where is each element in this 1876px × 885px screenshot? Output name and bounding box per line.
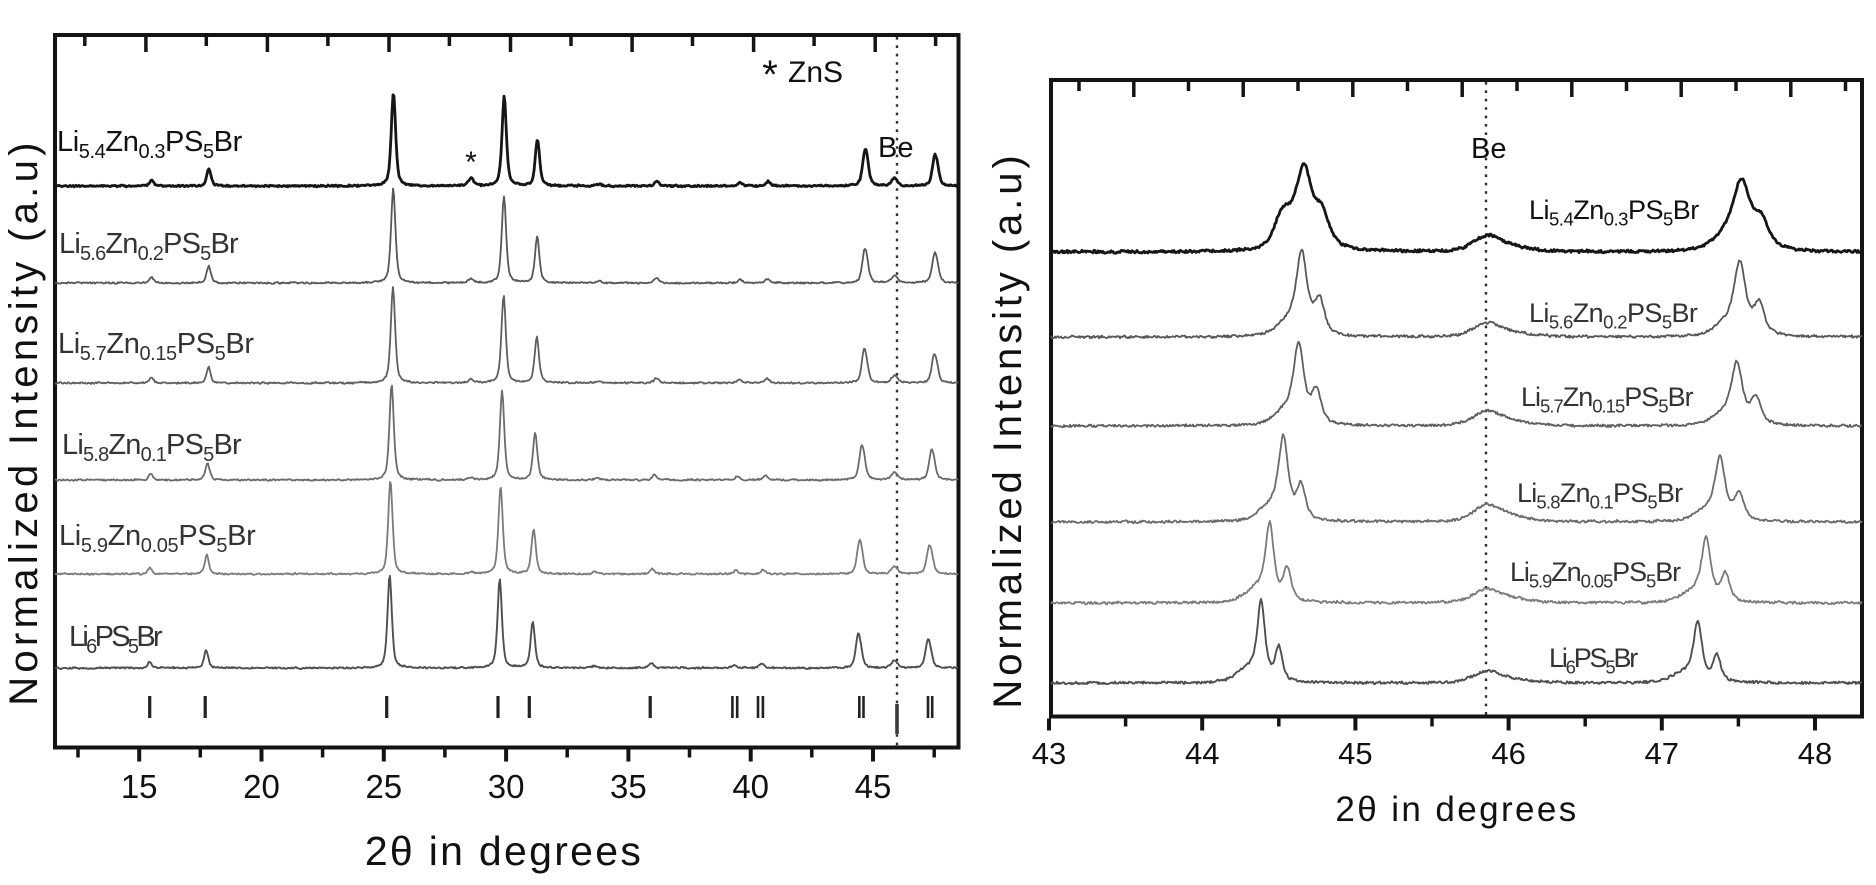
svg-text:Li5.6Zn0.2PS5Br: Li5.6Zn0.2PS5Br [1529, 298, 1698, 333]
svg-text:48: 48 [1798, 736, 1832, 771]
svg-text:40: 40 [732, 768, 769, 805]
svg-text:45: 45 [855, 768, 892, 805]
svg-text:Li5.7Zn0.15PS5Br: Li5.7Zn0.15PS5Br [58, 328, 254, 365]
svg-text:30: 30 [488, 768, 525, 805]
svg-text:44: 44 [1185, 736, 1219, 771]
svg-text:43: 43 [1032, 736, 1066, 771]
svg-text:*: * [762, 53, 778, 97]
svg-text:Li5.9Zn0.05PS5Br: Li5.9Zn0.05PS5Br [1510, 557, 1681, 592]
svg-text:Li5.9Zn0.05PS5Br: Li5.9Zn0.05PS5Br [59, 520, 256, 557]
svg-text:20: 20 [243, 768, 280, 805]
svg-text:Li5.6Zn0.2PS5Br: Li5.6Zn0.2PS5Br [59, 228, 239, 265]
svg-text:Li5.4Zn0.3PS5Br: Li5.4Zn0.3PS5Br [57, 126, 243, 163]
svg-text:*: * [465, 146, 477, 179]
svg-text:2θ in degrees: 2θ in degrees [1335, 790, 1578, 829]
svg-text:25: 25 [365, 768, 402, 805]
svg-text:Li6PS5Br: Li6PS5Br [1549, 643, 1638, 678]
svg-text:45: 45 [1338, 736, 1372, 771]
svg-text:Li5.8Zn0.1PS5Br: Li5.8Zn0.1PS5Br [62, 429, 242, 466]
svg-text:15: 15 [121, 768, 158, 805]
svg-text:35: 35 [610, 768, 647, 805]
svg-text:47: 47 [1645, 736, 1679, 771]
svg-text:Normalized Intensity (a.u): Normalized Intensity (a.u) [986, 151, 1030, 708]
svg-text:Be: Be [878, 132, 913, 164]
svg-text:Li5.8Zn0.1PS5Br: Li5.8Zn0.1PS5Br [1517, 478, 1683, 513]
svg-text:Li5.4Zn0.3PS5Br: Li5.4Zn0.3PS5Br [1529, 195, 1699, 230]
svg-text:46: 46 [1491, 736, 1525, 771]
svg-text:ZnS: ZnS [788, 56, 843, 89]
svg-text:Li6PS5Br: Li6PS5Br [69, 621, 163, 658]
svg-text:2θ in degrees: 2θ in degrees [365, 828, 643, 874]
svg-text:Be: Be [1471, 133, 1506, 165]
svg-text:Normalized Intensity (a.u): Normalized Intensity (a.u) [2, 138, 46, 706]
svg-text:Li5.7Zn0.15PS5Br: Li5.7Zn0.15PS5Br [1521, 382, 1694, 417]
